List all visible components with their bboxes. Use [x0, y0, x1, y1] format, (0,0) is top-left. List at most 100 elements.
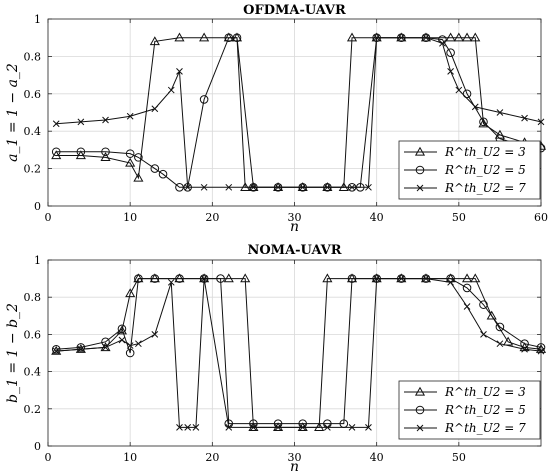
- data-point: [495, 322, 505, 332]
- y-axis-label: b_1 = 1 − b_2: [5, 303, 21, 403]
- legend-entry: R^th_U2 = 5: [404, 163, 526, 177]
- series-line: [56, 278, 542, 428]
- data-point: [420, 32, 432, 42]
- data-point: [126, 342, 134, 349]
- x-tick-label: 20: [205, 211, 219, 224]
- data-point: [126, 112, 134, 120]
- series-line: [56, 278, 542, 425]
- data-point: [51, 147, 61, 157]
- data-point: [463, 303, 471, 310]
- data-point: [322, 273, 333, 283]
- x-tick-label: 60: [534, 211, 548, 224]
- legend-marker: [414, 386, 426, 396]
- data-point: [77, 345, 85, 353]
- data-point: [274, 424, 282, 431]
- data-point: [133, 172, 144, 182]
- data-point: [101, 147, 110, 157]
- data-point: [199, 95, 209, 104]
- data-point: [149, 36, 160, 46]
- series-3: [52, 275, 545, 431]
- data-point: [125, 348, 135, 358]
- data-point: [174, 32, 185, 42]
- series-3: [52, 34, 545, 191]
- x-tick-label: 30: [288, 451, 302, 464]
- data-point: [134, 274, 143, 283]
- data-point: [496, 109, 504, 116]
- data-point: [496, 340, 504, 348]
- data-point: [365, 424, 372, 431]
- data-point: [373, 275, 381, 282]
- legend-box: [398, 380, 541, 440]
- data-point: [102, 116, 109, 124]
- data-point: [447, 278, 454, 286]
- legend-marker: [415, 165, 425, 175]
- data-point: [175, 183, 184, 192]
- data-point: [520, 339, 529, 349]
- data-point: [100, 152, 111, 162]
- data-point: [453, 32, 464, 42]
- data-point: [134, 153, 143, 162]
- data-point: [240, 273, 251, 283]
- y-tick-label: 0.2: [24, 163, 42, 176]
- data-point: [470, 273, 481, 283]
- data-point: [125, 288, 136, 298]
- data-point: [479, 117, 488, 127]
- data-point: [199, 32, 210, 42]
- data-point: [521, 345, 528, 353]
- data-point: [125, 149, 135, 158]
- x-tick-label: 10: [123, 451, 137, 464]
- chart-panel-1: 0 10 20 30 40 50 60 0 0.2 0.4 0.6 0.8 1 OFDMA-UAVR n a_…: [5, 3, 548, 235]
- data-point: [521, 114, 528, 122]
- x-tick-label: 0: [45, 211, 52, 224]
- data-point: [299, 424, 307, 431]
- data-point: [422, 34, 430, 42]
- data-point: [200, 275, 208, 282]
- legend-entry: R^th_U2 = 7: [404, 181, 526, 195]
- data-point: [76, 147, 86, 157]
- legend-label: R^th_U2 = 7: [444, 421, 526, 435]
- legend-entry: R^th_U2 = 7: [404, 421, 526, 435]
- legend-label: R^th_U2 = 3: [444, 385, 526, 399]
- data-point: [167, 86, 175, 94]
- legend-marker: [416, 184, 424, 192]
- data-point: [240, 182, 251, 191]
- y-tick-label: 0.8: [24, 291, 42, 304]
- chart-title: OFDMA-UAVR: [243, 3, 346, 18]
- data-point: [461, 273, 473, 283]
- data-point: [455, 86, 463, 94]
- data-point: [216, 274, 225, 283]
- data-point: [439, 39, 446, 47]
- data-point: [250, 424, 257, 431]
- data-point: [324, 183, 331, 191]
- data-point: [396, 273, 407, 283]
- data-point: [135, 340, 142, 348]
- data-point: [224, 33, 234, 43]
- data-point: [176, 68, 183, 75]
- legend-marker: [414, 146, 426, 156]
- y-tick-label: 0: [34, 200, 41, 213]
- data-point: [150, 274, 160, 283]
- data-point: [52, 120, 60, 128]
- data-point: [225, 183, 233, 191]
- data-point: [200, 183, 208, 191]
- data-point: [422, 275, 430, 282]
- x-tick-label: 50: [452, 211, 466, 224]
- data-point: [125, 157, 136, 167]
- data-point: [52, 347, 60, 355]
- data-point: [537, 347, 545, 355]
- data-point: [248, 182, 259, 191]
- data-point: [447, 68, 454, 75]
- data-point: [338, 182, 349, 191]
- data-point: [346, 32, 358, 42]
- data-point: [480, 331, 487, 338]
- legend: R^th_U2 = 3 R^th_U2 = 5 R^th_U2 = 7: [398, 140, 541, 200]
- y-tick-label: 0: [34, 440, 41, 453]
- data-point: [471, 103, 479, 111]
- data-point: [314, 422, 325, 432]
- data-point: [118, 336, 126, 344]
- legend-label: R^th_U2 = 7: [444, 181, 526, 195]
- data-point: [51, 344, 61, 354]
- chart-panel-2: 0 10 20 30 40 50 0 0.2 0.4 0.6 0.8 1 NOMA-UAVR n b_1 =…: [5, 243, 547, 475]
- data-point: [322, 182, 333, 191]
